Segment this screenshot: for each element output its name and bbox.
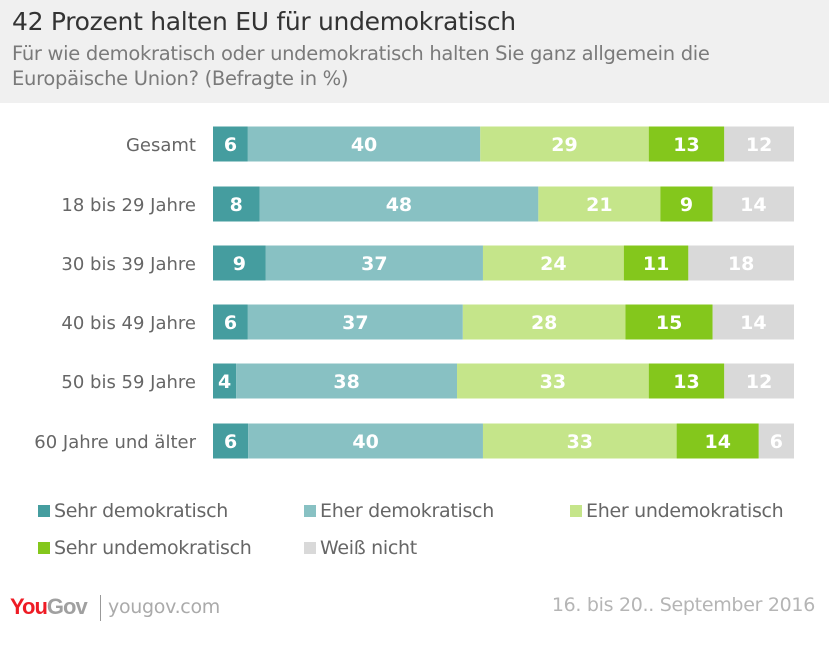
chart-title: 42 Prozent halten EU für undemokratisch: [12, 7, 516, 36]
legend-label: Eher demokratisch: [320, 500, 494, 522]
chart-subtitle: Für wie demokratisch oder undemokratisch…: [12, 42, 710, 90]
bar-segment: [482, 245, 624, 281]
data-label: 37: [361, 253, 387, 275]
data-label: 11: [643, 253, 669, 275]
data-label: 8: [230, 194, 243, 216]
legend-swatch: [570, 505, 582, 517]
legend-item-3: Sehr undemokratisch: [38, 537, 252, 559]
data-label: 28: [531, 312, 557, 334]
legend-swatch: [304, 542, 316, 554]
bar-segment: [259, 186, 539, 222]
legend-label: Weiß nicht: [320, 537, 417, 559]
data-label: 4: [218, 371, 231, 393]
bar-segment: [712, 304, 794, 340]
data-label: 9: [233, 253, 246, 275]
data-label: 48: [386, 194, 412, 216]
bar-segment: [213, 126, 248, 162]
data-label: 40: [352, 431, 378, 453]
data-label: 6: [224, 312, 237, 334]
data-label: 6: [770, 431, 783, 453]
data-label: 37: [342, 312, 368, 334]
bar-segment: [724, 126, 794, 162]
bar-segment: [688, 245, 794, 281]
bar-segment: [758, 423, 794, 459]
category-label: 50 bis 59 Jahre: [61, 372, 196, 393]
legend-label: Sehr undemokratisch: [54, 537, 252, 559]
category-label: 60 Jahre und älter: [34, 432, 196, 453]
legend-label: Sehr demokratisch: [54, 500, 228, 522]
data-label: 13: [673, 134, 699, 156]
bar-segment: [457, 363, 649, 399]
stacked-bar-chart: Gesamt 6 40 29 13 12 18 bis 29 Jahre 8 48 21 9 14 30…: [34, 126, 794, 459]
data-label: 33: [540, 371, 566, 393]
data-label: 29: [551, 134, 577, 156]
legend-swatch: [38, 505, 50, 517]
data-label: 9: [680, 194, 693, 216]
site-link[interactable]: yougov.com: [108, 596, 220, 618]
category-label: 40 bis 49 Jahre: [61, 313, 196, 334]
bar-segment: [247, 126, 481, 162]
bar-segment: [480, 126, 649, 162]
bar-segment: [623, 245, 689, 281]
legend-swatch: [38, 542, 50, 554]
data-label: 12: [746, 371, 772, 393]
legend-label: Eher undemokratisch: [586, 500, 784, 522]
bar-segment: [482, 423, 677, 459]
bar-segment: [213, 186, 260, 222]
data-label: 33: [567, 431, 593, 453]
data-label: 38: [333, 371, 359, 393]
legend-item-2: Eher undemokratisch: [570, 500, 784, 522]
bar-segment: [213, 423, 249, 459]
bar-segment: [712, 186, 794, 222]
bar-segment: [625, 304, 713, 340]
data-label: 13: [673, 371, 699, 393]
legend-item-4: Weiß nicht: [304, 537, 417, 559]
category-label: Gesamt: [126, 135, 196, 156]
data-label: 24: [540, 253, 566, 275]
legend-swatch: [304, 505, 316, 517]
data-label: 15: [656, 312, 682, 334]
bar-segment: [538, 186, 661, 222]
bar-segment: [660, 186, 713, 222]
category-label: 18 bis 29 Jahre: [61, 195, 196, 216]
bar-segment: [648, 126, 725, 162]
bar-segment: [213, 245, 266, 281]
legend-item-0: Sehr demokratisch: [38, 500, 228, 522]
bar-segment: [213, 304, 248, 340]
bar-segment: [236, 363, 458, 399]
data-label: 6: [224, 431, 237, 453]
divider: [100, 595, 101, 621]
bar-segment: [724, 363, 794, 399]
bar-segment: [648, 363, 725, 399]
data-label: 14: [704, 431, 730, 453]
bar-segment: [213, 363, 237, 399]
data-label: 14: [740, 194, 766, 216]
data-label: 18: [728, 253, 754, 275]
bar-segment: [462, 304, 626, 340]
data-label: 40: [351, 134, 377, 156]
data-label: 12: [746, 134, 772, 156]
bar-segment: [247, 304, 463, 340]
yougov-logo: YouGov: [10, 594, 88, 619]
bar-segment: [265, 245, 483, 281]
survey-date: 16. bis 20.. September 2016: [551, 594, 815, 616]
category-label: 30 bis 39 Jahre: [61, 254, 196, 275]
data-label: 21: [586, 194, 612, 216]
data-label: 6: [224, 134, 237, 156]
data-label: 14: [740, 312, 766, 334]
legend-item-1: Eher demokratisch: [304, 500, 494, 522]
bar-segment: [248, 423, 483, 459]
bar-segment: [676, 423, 759, 459]
header: 42 Prozent halten EU für undemokratisch …: [0, 0, 829, 103]
